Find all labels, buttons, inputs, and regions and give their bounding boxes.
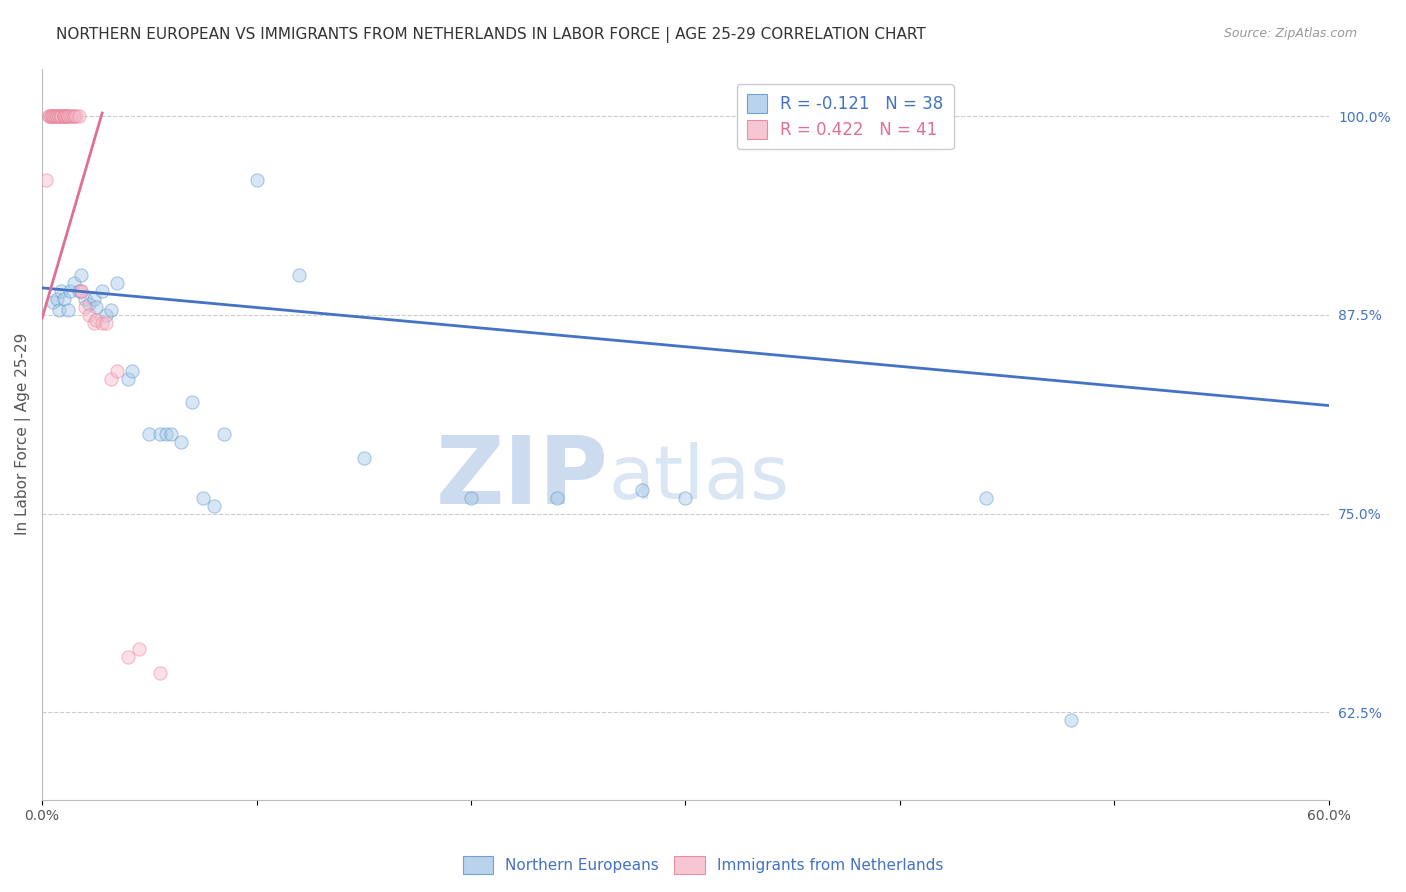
- Point: [79, 308, 101, 322]
- Point: [51, 109, 73, 123]
- Legend: R = -0.121   N = 38, R = 0.422   N = 41: R = -0.121 N = 38, R = 0.422 N = 41: [737, 84, 953, 149]
- Point: [63, 109, 86, 123]
- Point: [69, 268, 91, 282]
- Point: [48, 109, 70, 123]
- Point: [170, 435, 193, 450]
- Point: [128, 641, 150, 656]
- Text: ZIP: ZIP: [436, 432, 609, 524]
- Point: [67, 109, 90, 123]
- Point: [288, 268, 311, 282]
- Point: [52, 292, 75, 306]
- Point: [91, 316, 114, 330]
- Point: [202, 499, 225, 513]
- Point: [100, 303, 122, 318]
- Point: [117, 371, 139, 385]
- Point: [48, 109, 70, 123]
- Point: [138, 427, 160, 442]
- Point: [69, 284, 91, 298]
- Point: [46, 292, 69, 306]
- Point: [105, 276, 128, 290]
- Point: [59, 109, 82, 123]
- Point: [44, 109, 66, 123]
- Point: [52, 109, 75, 123]
- Point: [121, 363, 143, 377]
- Point: [55, 109, 77, 123]
- Y-axis label: In Labor Force | Age 25-29: In Labor Force | Age 25-29: [15, 333, 31, 535]
- Point: [63, 109, 86, 123]
- Point: [673, 491, 696, 505]
- Point: [39, 109, 62, 123]
- Point: [96, 316, 118, 330]
- Point: [96, 308, 118, 322]
- Point: [67, 284, 90, 298]
- Text: Source: ZipAtlas.com: Source: ZipAtlas.com: [1223, 27, 1357, 40]
- Point: [42, 295, 65, 310]
- Point: [59, 284, 82, 298]
- Point: [159, 427, 181, 442]
- Point: [191, 491, 214, 505]
- Point: [546, 491, 568, 505]
- Point: [84, 300, 107, 314]
- Point: [353, 450, 375, 465]
- Point: [52, 109, 75, 123]
- Point: [46, 109, 69, 123]
- Point: [44, 109, 66, 123]
- Point: [56, 109, 79, 123]
- Point: [83, 292, 105, 306]
- Point: [51, 109, 73, 123]
- Point: [55, 109, 77, 123]
- Point: [79, 297, 101, 311]
- Point: [100, 371, 122, 385]
- Legend: Northern Europeans, Immigrants from Netherlands: Northern Europeans, Immigrants from Neth…: [457, 850, 949, 880]
- Point: [48, 303, 70, 318]
- Point: [73, 292, 96, 306]
- Point: [117, 649, 139, 664]
- Point: [460, 491, 482, 505]
- Point: [52, 109, 75, 123]
- Point: [149, 427, 172, 442]
- Point: [65, 109, 87, 123]
- Point: [245, 173, 267, 187]
- Point: [63, 276, 86, 290]
- Point: [42, 109, 65, 123]
- Point: [35, 173, 58, 187]
- Text: NORTHERN EUROPEAN VS IMMIGRANTS FROM NETHERLANDS IN LABOR FORCE | AGE 25-29 CORR: NORTHERN EUROPEAN VS IMMIGRANTS FROM NET…: [56, 27, 927, 43]
- Point: [60, 109, 83, 123]
- Point: [42, 109, 65, 123]
- Point: [84, 312, 107, 326]
- Text: atlas: atlas: [609, 442, 789, 515]
- Point: [39, 109, 62, 123]
- Point: [38, 109, 60, 123]
- Point: [214, 427, 236, 442]
- Point: [56, 303, 79, 318]
- Point: [974, 491, 997, 505]
- Point: [1060, 713, 1083, 727]
- Point: [181, 395, 204, 409]
- Point: [105, 363, 128, 377]
- Point: [631, 483, 654, 497]
- Point: [69, 284, 91, 298]
- Point: [155, 427, 177, 442]
- Point: [91, 284, 114, 298]
- Point: [46, 109, 69, 123]
- Point: [149, 665, 172, 680]
- Point: [56, 109, 79, 123]
- Point: [51, 284, 73, 298]
- Point: [73, 300, 96, 314]
- Point: [38, 109, 60, 123]
- Point: [83, 316, 105, 330]
